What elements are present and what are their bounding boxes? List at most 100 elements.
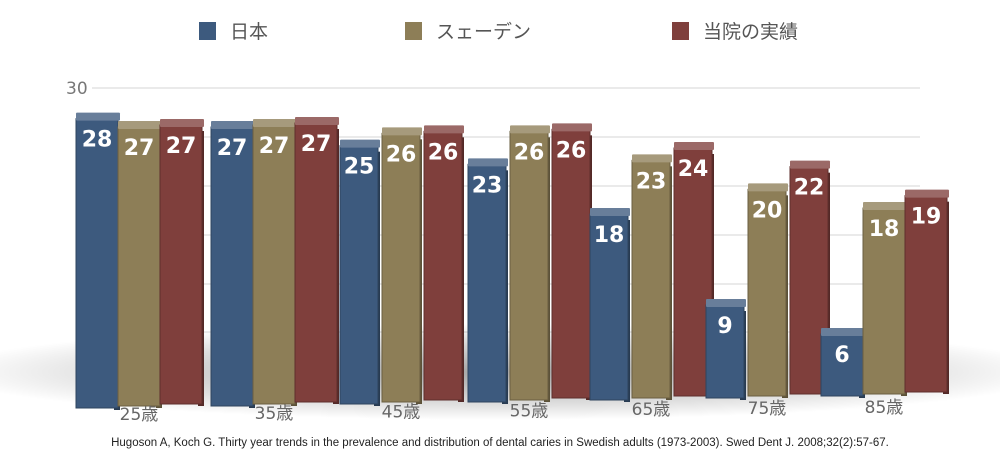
bar-top bbox=[160, 119, 204, 127]
bar-front bbox=[75, 118, 119, 409]
bar-スェーデン-25歳: 27 bbox=[117, 121, 162, 408]
bar-top bbox=[340, 139, 380, 148]
bar-top bbox=[905, 189, 949, 198]
value-label: 18 bbox=[869, 217, 900, 242]
value-label: 26 bbox=[386, 142, 417, 167]
y-axis: 30 bbox=[66, 79, 88, 99]
bar-top bbox=[295, 117, 339, 125]
bar-front bbox=[705, 304, 745, 399]
bar-front bbox=[252, 124, 296, 405]
bar-日本-25歳: 28 bbox=[75, 112, 120, 411]
legend-swatch bbox=[672, 22, 689, 40]
bar-top bbox=[552, 123, 592, 132]
citation: Hugoson A, Koch G. Thirty year trends in… bbox=[111, 437, 889, 449]
x-axis-labels: 25歳 35歳 45歳 55歳 65歳 75歳 85歳 bbox=[120, 398, 904, 425]
x-tick-label: 25歳 bbox=[120, 405, 159, 425]
value-label: 27 bbox=[259, 134, 290, 159]
bar-top bbox=[863, 202, 907, 210]
value-label: 6 bbox=[834, 343, 849, 368]
legend-item: 日本 bbox=[199, 21, 268, 43]
x-tick-label: 75歳 bbox=[748, 399, 787, 419]
bar-front bbox=[423, 130, 463, 401]
value-label: 27 bbox=[166, 134, 197, 159]
bar-スェーデン-45歳: 26 bbox=[381, 127, 422, 405]
bar-当院の実績-25歳: 27 bbox=[159, 119, 204, 406]
bar-front bbox=[117, 126, 161, 407]
value-label: 19 bbox=[911, 205, 942, 230]
bar-top bbox=[748, 183, 788, 192]
bar-front bbox=[551, 128, 591, 399]
bar-スェーデン-55歳: 26 bbox=[509, 125, 550, 403]
bar-front bbox=[339, 145, 379, 405]
bar-front bbox=[747, 188, 787, 397]
bar-top bbox=[211, 121, 255, 129]
bar-top bbox=[510, 125, 550, 134]
value-label: 27 bbox=[124, 136, 155, 161]
legend-item: スェーデン bbox=[405, 21, 531, 43]
x-tick-label: 35歳 bbox=[255, 404, 294, 424]
bar-top bbox=[253, 119, 297, 127]
bar-front bbox=[509, 130, 549, 401]
bar-top bbox=[382, 127, 422, 136]
bar-front bbox=[589, 213, 629, 401]
bar-日本-65歳: 18 bbox=[589, 208, 630, 402]
bar-top bbox=[590, 208, 630, 216]
x-tick-label: 85歳 bbox=[865, 398, 904, 418]
legend-item: 当院の実績 bbox=[672, 21, 798, 43]
legend: 日本 スェーデン 当院の実績 bbox=[199, 21, 798, 43]
bar-当院の実績-55歳: 26 bbox=[551, 123, 592, 401]
value-label: 23 bbox=[636, 169, 667, 194]
bar-スェーデン-35歳: 27 bbox=[252, 119, 297, 406]
legend-label: 当院の実績 bbox=[703, 21, 798, 43]
bar-当院の実績-85歳: 19 bbox=[904, 189, 949, 394]
bar-front bbox=[210, 126, 254, 407]
bar-front bbox=[467, 163, 507, 403]
value-label: 26 bbox=[514, 140, 545, 165]
legend-swatch bbox=[199, 22, 216, 40]
bar-front bbox=[381, 132, 421, 403]
value-label: 20 bbox=[752, 198, 783, 223]
value-label: 24 bbox=[678, 157, 709, 182]
x-tick-label: 65歳 bbox=[632, 400, 671, 420]
bar-日本-75歳: 9 bbox=[705, 299, 746, 400]
bar-front bbox=[159, 124, 203, 405]
value-label: 27 bbox=[301, 132, 332, 157]
value-label: 22 bbox=[794, 176, 825, 201]
value-label: 9 bbox=[717, 314, 732, 339]
bar-top bbox=[632, 154, 672, 163]
bar-top bbox=[674, 142, 714, 150]
bar-top bbox=[118, 121, 162, 129]
legend-label: 日本 bbox=[230, 21, 268, 43]
bar-front bbox=[294, 122, 338, 403]
bar-日本-35歳: 27 bbox=[210, 121, 255, 408]
bar-top bbox=[706, 299, 746, 307]
legend-swatch bbox=[405, 22, 422, 40]
bar-top bbox=[76, 112, 120, 121]
value-label: 26 bbox=[556, 138, 587, 163]
bar-日本-45歳: 25 bbox=[339, 139, 380, 406]
value-label: 27 bbox=[217, 136, 248, 161]
legend-label: スェーデン bbox=[436, 21, 531, 43]
bar-top bbox=[468, 158, 508, 167]
x-tick-label: 55歳 bbox=[510, 401, 549, 421]
bar-top bbox=[790, 160, 830, 169]
value-label: 28 bbox=[82, 128, 113, 153]
bar-front bbox=[631, 159, 671, 399]
bar-当院の実績-35歳: 27 bbox=[294, 117, 339, 404]
bar-当院の実績-45歳: 26 bbox=[423, 125, 464, 403]
x-tick-label: 45歳 bbox=[382, 403, 421, 423]
y-tick-label: 30 bbox=[66, 79, 88, 99]
value-label: 18 bbox=[594, 223, 625, 248]
bar-スェーデン-75歳: 20 bbox=[747, 183, 788, 398]
bar-スェーデン-65歳: 23 bbox=[631, 154, 672, 400]
bar-front bbox=[820, 333, 864, 397]
bar-当院の実績-65歳: 24 bbox=[673, 142, 714, 398]
bar-スェーデン-85歳: 18 bbox=[862, 202, 907, 396]
value-label: 23 bbox=[472, 173, 503, 198]
bar-日本-85歳: 6 bbox=[820, 328, 865, 398]
bar-top bbox=[821, 328, 865, 336]
value-label: 26 bbox=[428, 140, 459, 165]
bars: 28 27 27 27 27 27 25 26 26 23 26 26 18 23 24 9 20 22 6 18 19 bbox=[75, 112, 949, 411]
